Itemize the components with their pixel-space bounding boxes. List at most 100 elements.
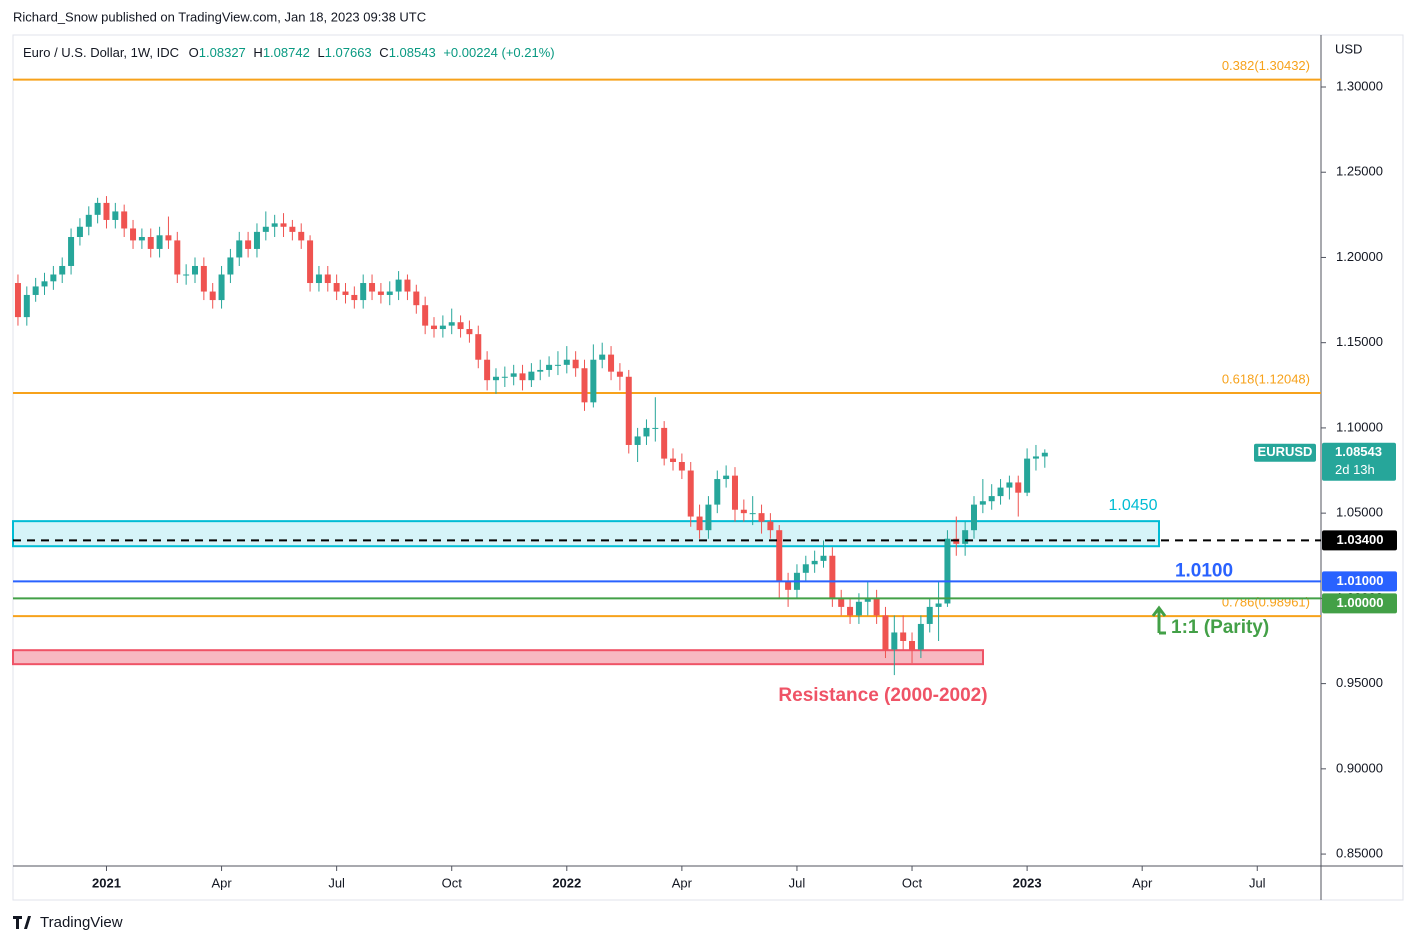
candle-body: [767, 521, 774, 531]
candle-body: [1006, 482, 1013, 488]
candle-body: [413, 291, 420, 306]
candle-body: [723, 475, 730, 480]
y-tick-label: 1.30000: [1336, 78, 1383, 93]
parity-arrow: [1151, 605, 1167, 635]
price-tag-label: 1.00000: [1337, 595, 1384, 610]
candle-body: [882, 615, 889, 650]
x-tick-label: Oct: [442, 875, 463, 890]
x-tick-label: Apr: [672, 875, 693, 890]
candle-body: [404, 279, 411, 292]
candle-body: [501, 376, 508, 378]
zone: [12, 520, 1160, 548]
x-tick-label: Jul: [328, 875, 345, 890]
candle-body: [847, 606, 854, 616]
currency: USD: [1335, 41, 1362, 56]
candle-body: [457, 322, 464, 330]
x-tick-label: 2023: [1013, 875, 1042, 890]
candle-body: [484, 359, 491, 381]
candle-body: [315, 274, 322, 284]
x-tick-label: 2021: [92, 875, 121, 890]
candle-body: [369, 283, 376, 292]
price-tag: [1322, 571, 1397, 592]
y-tick-label: 1.15000: [1336, 334, 1383, 349]
candle-body: [855, 601, 862, 616]
x-tick-label: Apr: [211, 875, 232, 890]
candle-body: [342, 291, 349, 295]
candle-body: [563, 359, 570, 365]
candle-body: [900, 632, 907, 641]
parity-label: 1:1 (Parity): [1171, 617, 1269, 638]
candle-body: [634, 436, 641, 445]
candle-body: [988, 496, 995, 502]
candle-body: [50, 274, 57, 282]
candle-body: [68, 236, 75, 266]
close-value: 1.08543: [389, 45, 436, 60]
candle-body: [121, 211, 128, 229]
candle-body: [218, 274, 225, 301]
symbol-legend: Euro / U.S. Dollar, 1W, IDC O1.08327 H 1.…: [23, 45, 555, 60]
candle-body: [802, 564, 809, 573]
y-tick-label: 0.95000: [1336, 675, 1383, 690]
candle-body: [510, 373, 517, 377]
candle-body: [873, 598, 880, 616]
ohlc-letter: O: [189, 45, 199, 60]
candle-body: [785, 581, 792, 590]
candle-body: [262, 226, 269, 232]
candle-body: [165, 235, 172, 241]
candle-body: [1015, 482, 1022, 493]
candle-body: [670, 458, 677, 463]
y-tick-label: 1.20000: [1336, 249, 1383, 264]
candle-body: [130, 228, 137, 241]
candle-body: [944, 538, 951, 604]
candle-body: [714, 479, 721, 505]
candle-body: [546, 364, 553, 370]
candle-body: [776, 530, 783, 582]
candle-body: [200, 265, 207, 292]
open-value: 1.08327: [199, 45, 246, 60]
ohlc-letter: H: [253, 45, 262, 60]
candle-body: [581, 368, 588, 403]
fib-label: 0.382(1.30432): [1222, 58, 1310, 73]
candle-body: [112, 211, 119, 220]
candle-body: [864, 598, 871, 602]
symbol: Euro / U.S. Dollar, 1W, IDC: [23, 45, 179, 60]
candle-body: [528, 371, 535, 381]
candle-body: [227, 257, 234, 275]
candle-body: [253, 231, 260, 249]
candle-body: [909, 640, 916, 650]
x-tick-label: Apr: [1132, 875, 1153, 890]
candle-body: [687, 470, 694, 517]
candle-body: [811, 560, 818, 565]
candle-body: [174, 240, 181, 275]
y-tick-label: 0.85000: [1336, 846, 1383, 861]
candle-body: [192, 265, 199, 275]
low-value: 1.07663: [325, 45, 372, 60]
fib-label: 0.618(1.12048): [1222, 371, 1310, 386]
last-price-tag: [1322, 442, 1396, 481]
last-price-label: 1.08543: [1335, 444, 1382, 459]
candle-body: [103, 202, 110, 220]
candle-body: [147, 236, 154, 249]
candle-body: [32, 286, 39, 295]
candle-body: [422, 305, 429, 326]
candle-body: [85, 214, 92, 227]
candle-body: [377, 291, 384, 295]
candle-body: [572, 359, 579, 369]
candle-body: [280, 223, 287, 227]
candle-body: [351, 294, 358, 301]
price-tag: [1322, 530, 1397, 551]
candle-body: [749, 513, 756, 515]
candle-body: [608, 354, 615, 372]
candle-body: [997, 487, 1004, 497]
candle-body: [271, 223, 278, 227]
candle-body: [758, 513, 765, 522]
x-tick-label: 2022: [552, 875, 581, 890]
candle-body: [298, 231, 305, 241]
candle-body: [360, 283, 367, 301]
candle-body: [209, 291, 216, 301]
chart-frame: [12, 34, 1404, 901]
candle-body: [599, 354, 606, 360]
candle-body: [590, 359, 597, 403]
x-tick-label: Jul: [1249, 875, 1266, 890]
brand-logo: TradingView: [13, 914, 123, 931]
